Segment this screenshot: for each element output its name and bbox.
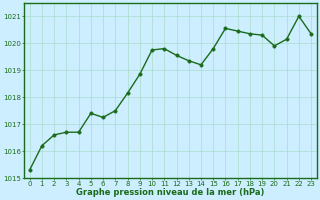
X-axis label: Graphe pression niveau de la mer (hPa): Graphe pression niveau de la mer (hPa) xyxy=(76,188,265,197)
